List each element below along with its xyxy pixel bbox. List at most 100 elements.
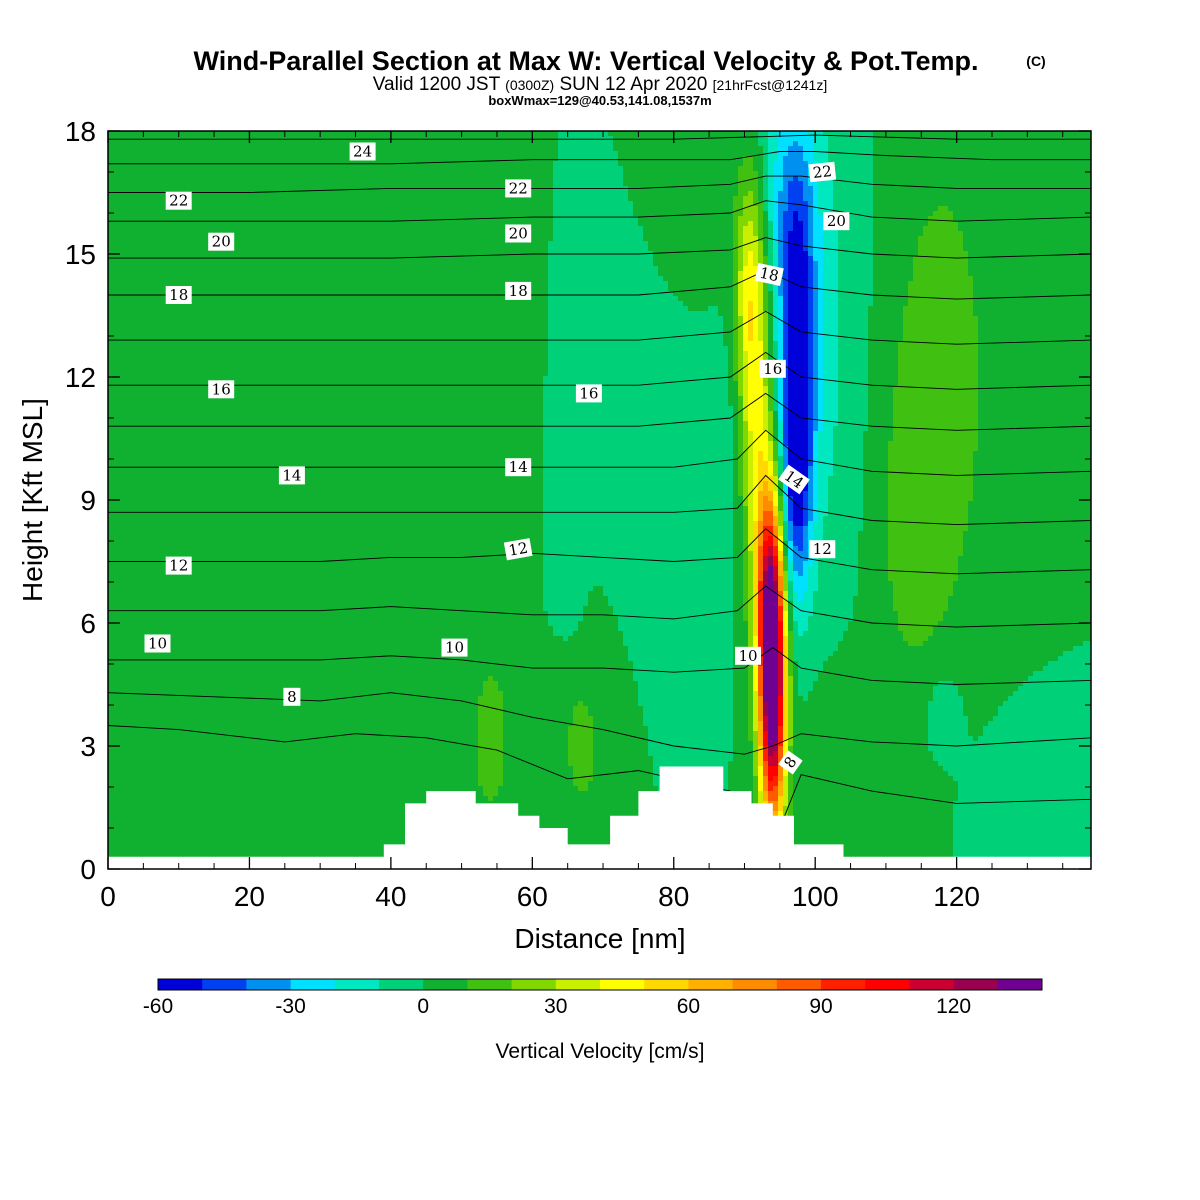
- w-cell: [163, 181, 169, 187]
- w-cell: [1033, 141, 1039, 147]
- w-cell: [1018, 236, 1024, 242]
- w-cell: [948, 236, 954, 242]
- w-cell: [393, 181, 399, 187]
- w-cell: [278, 166, 284, 172]
- w-cell: [688, 131, 694, 137]
- w-cell: [623, 241, 629, 247]
- w-cell: [1048, 241, 1054, 247]
- w-cell: [788, 186, 794, 192]
- w-cell: [943, 206, 949, 212]
- w-cell: [208, 141, 214, 147]
- w-cell: [1028, 161, 1034, 167]
- w-cell: [273, 176, 279, 182]
- w-cell: [638, 161, 644, 167]
- w-cell: [378, 251, 384, 257]
- w-cell: [123, 166, 129, 172]
- w-cell: [273, 211, 279, 217]
- w-cell: [968, 161, 974, 167]
- w-cell: [473, 211, 479, 217]
- w-cell: [768, 151, 774, 157]
- w-cell: [578, 141, 584, 147]
- w-cell: [348, 241, 354, 247]
- w-cell: [383, 251, 389, 257]
- w-cell: [983, 161, 989, 167]
- w-cell: [608, 221, 614, 227]
- w-cell: [713, 231, 719, 237]
- w-cell: [1068, 196, 1074, 202]
- w-cell: [888, 146, 894, 152]
- w-cell: [273, 181, 279, 187]
- w-cell: [123, 196, 129, 202]
- w-cell: [638, 171, 644, 177]
- w-cell: [928, 161, 934, 167]
- w-cell: [618, 166, 624, 172]
- w-cell: [343, 206, 349, 212]
- w-cell: [823, 201, 829, 207]
- w-cell: [498, 196, 504, 202]
- w-cell: [763, 206, 769, 212]
- w-cell: [133, 176, 139, 182]
- w-cell: [778, 156, 784, 162]
- w-cell: [373, 171, 379, 177]
- w-cell: [493, 221, 499, 227]
- w-cell: [198, 166, 204, 172]
- w-cell: [878, 151, 884, 157]
- w-cell: [708, 251, 714, 257]
- w-cell: [338, 181, 344, 187]
- w-cell: [1023, 196, 1029, 202]
- w-cell: [653, 211, 659, 217]
- w-cell: [993, 196, 999, 202]
- w-cell: [698, 181, 704, 187]
- w-cell: [208, 206, 214, 212]
- w-cell: [298, 246, 304, 252]
- w-cell: [818, 131, 824, 137]
- w-cell: [628, 166, 634, 172]
- w-cell: [598, 231, 604, 237]
- w-cell: [748, 226, 754, 232]
- w-cell: [823, 241, 829, 247]
- w-cell: [853, 131, 859, 137]
- w-cell: [403, 241, 409, 247]
- w-cell: [113, 141, 119, 147]
- w-cell: [458, 181, 464, 187]
- w-cell: [418, 156, 424, 162]
- w-cell: [993, 246, 999, 252]
- w-cell: [243, 221, 249, 227]
- w-cell: [183, 176, 189, 182]
- w-cell: [258, 226, 264, 232]
- w-cell: [1073, 141, 1079, 147]
- w-cell: [633, 191, 639, 197]
- w-cell: [748, 196, 754, 202]
- w-cell: [548, 166, 554, 172]
- w-cell: [698, 156, 704, 162]
- w-cell: [423, 221, 429, 227]
- w-cell: [143, 226, 149, 232]
- w-cell: [203, 181, 209, 187]
- w-cell: [643, 151, 649, 157]
- w-cell: [1068, 146, 1074, 152]
- w-cell: [1058, 146, 1064, 152]
- w-cell: [783, 156, 789, 162]
- w-cell: [928, 166, 934, 172]
- w-cell: [698, 226, 704, 232]
- w-cell: [1083, 206, 1089, 212]
- w-cell: [153, 226, 159, 232]
- w-cell: [163, 131, 169, 137]
- w-cell: [628, 171, 634, 177]
- w-cell: [143, 181, 149, 187]
- w-cell: [753, 166, 759, 172]
- w-cell: [253, 181, 259, 187]
- w-cell: [223, 141, 229, 147]
- w-cell: [403, 151, 409, 157]
- w-cell: [308, 216, 314, 222]
- w-cell: [533, 216, 539, 222]
- w-cell: [358, 231, 364, 237]
- w-cell: [408, 141, 414, 147]
- w-cell: [828, 151, 834, 157]
- w-cell: [248, 231, 254, 237]
- w-cell: [403, 221, 409, 227]
- w-cell: [183, 241, 189, 247]
- w-cell: [1023, 191, 1029, 197]
- w-cell: [278, 221, 284, 227]
- w-cell: [398, 146, 404, 152]
